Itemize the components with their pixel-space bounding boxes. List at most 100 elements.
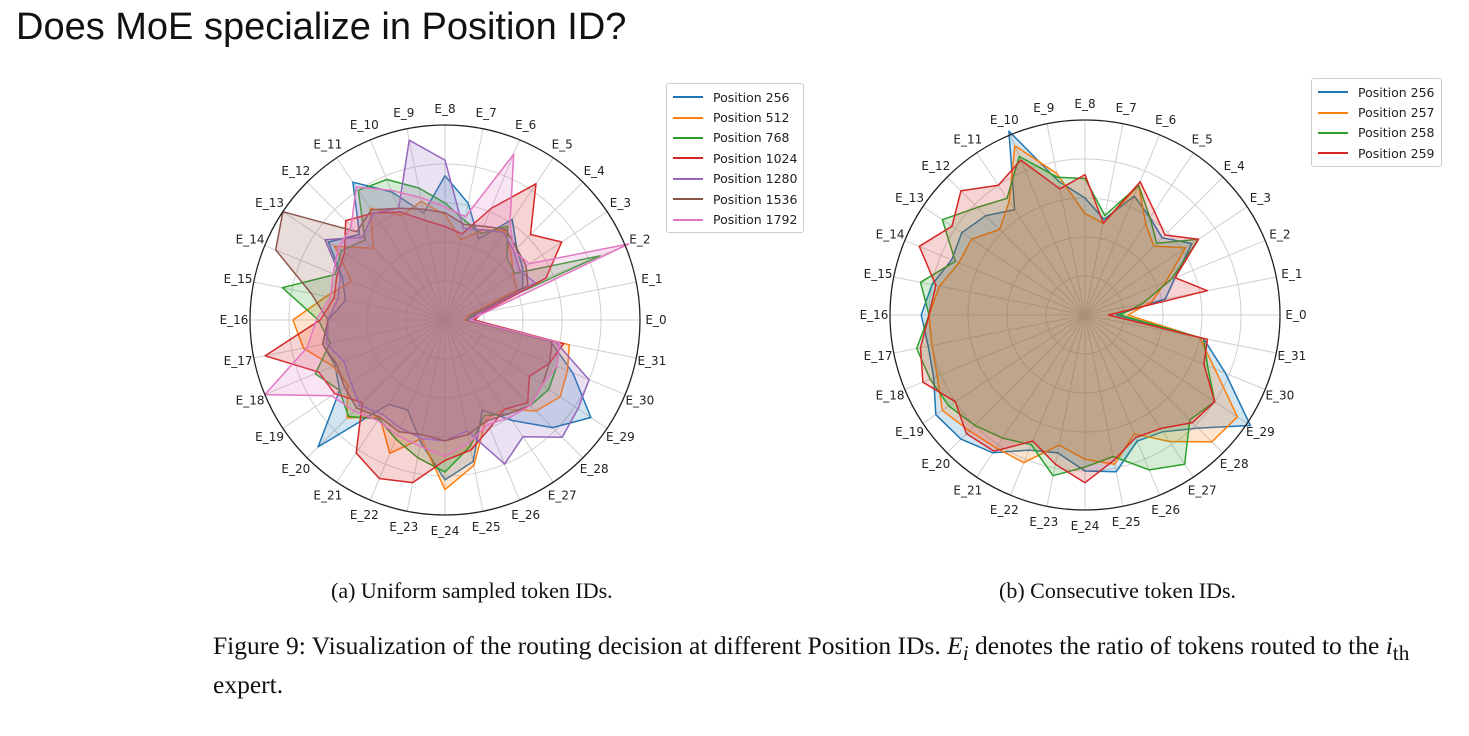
legend-label: Position 1792 (713, 212, 798, 228)
legend-label: Position 259 (1358, 145, 1435, 161)
axis-label: E_2 (1269, 227, 1290, 241)
axis-label: E_2 (629, 232, 650, 246)
legend-swatch (1318, 152, 1348, 155)
legend-item: Position 256 (673, 87, 797, 107)
grid-spoke (946, 314, 1086, 454)
grid-spoke (282, 211, 446, 321)
legend-label: Position 512 (713, 110, 790, 126)
grid-spoke (1084, 314, 1248, 424)
axis-label: E_16 (220, 313, 249, 327)
axis-label: E_22 (350, 508, 379, 522)
grid-spoke (1084, 314, 1277, 354)
axis-label: E_24 (1071, 519, 1100, 533)
grid-spoke (1084, 314, 1266, 391)
legend-swatch (673, 177, 703, 180)
legend-label: Position 768 (713, 130, 790, 146)
series-polygon-6 (274, 207, 553, 442)
legend-label: Position 258 (1358, 125, 1435, 141)
axis-label: E_17 (224, 354, 253, 368)
legend-item: Position 768 (673, 128, 797, 148)
figure-label: Figure 9: (213, 631, 306, 660)
grid-spoke (893, 276, 1086, 316)
grid-spoke (1009, 314, 1086, 496)
axis-label: E_6 (515, 118, 536, 132)
legend-swatch (673, 116, 703, 119)
grid-spoke (1084, 314, 1124, 507)
legend-label: Position 1024 (713, 150, 798, 166)
grid-spoke (369, 139, 446, 321)
grid-spoke (444, 319, 554, 483)
grid-spoke (1046, 123, 1086, 316)
legend-item: Position 512 (673, 107, 797, 127)
axis-label: E_6 (1155, 113, 1176, 127)
grid-spoke (264, 319, 446, 396)
grid-spoke (1084, 314, 1224, 454)
legend-swatch (673, 198, 703, 201)
ith-symbol: i (1386, 631, 1393, 660)
ei-subscript: i (962, 641, 969, 666)
ei-symbol: Ei (947, 631, 968, 665)
legend-item: Position 1792 (673, 209, 797, 229)
axis-label: E_10 (990, 113, 1019, 127)
grid-spoke (406, 128, 446, 321)
axis-label: E_16 (860, 308, 889, 322)
caption-text-2: denotes the ratio of tokens routed to th… (968, 631, 1386, 660)
grid-spoke (264, 244, 446, 321)
grid-spoke (253, 281, 446, 321)
radar-frame (249, 124, 641, 516)
grid-spoke (306, 181, 446, 321)
legend-item: Position 259 (1318, 143, 1435, 163)
axis-label: E_9 (1033, 101, 1054, 115)
axis-label: E_4 (1224, 159, 1245, 173)
axis-label: E_18 (236, 394, 265, 408)
axis-label: E_29 (606, 430, 635, 444)
series-polygon-4 (264, 183, 565, 484)
axis-label: E_17 (864, 349, 893, 363)
axis-label: E_30 (1265, 389, 1294, 403)
grid-spoke (1084, 314, 1161, 496)
axis-label: E_13 (255, 196, 284, 210)
axis-label: E_26 (1151, 503, 1180, 517)
grid-spoke (1009, 134, 1086, 316)
legend-swatch (673, 96, 703, 99)
grid-spoke (946, 176, 1086, 316)
legend-swatch (1318, 91, 1348, 94)
grid-spoke (976, 314, 1086, 478)
legend-label: Position 1280 (713, 171, 798, 187)
radar-chart-a: E_0E_1E_2E_3E_4E_5E_6E_7E_8E_9E_10E_11E_… (220, 102, 667, 538)
grid-spoke (406, 319, 446, 512)
axis-label: E_5 (1192, 133, 1213, 147)
grid-spoke (1084, 206, 1248, 316)
grid-spoke (444, 319, 626, 396)
legend-swatch (1318, 131, 1348, 134)
axis-label: E_29 (1246, 425, 1275, 439)
axis-label: E_21 (953, 483, 982, 497)
axis-label: E_21 (313, 488, 342, 502)
axis-label: E_12 (281, 164, 310, 178)
legend-item: Position 257 (1318, 102, 1435, 122)
grid-spoke (253, 319, 446, 359)
caption-text-1: Visualization of the routing decision at… (305, 631, 948, 660)
grid-spoke (336, 319, 446, 483)
legend-a: Position 256 Position 512 Position 768 Posi… (666, 83, 805, 233)
legend-item: Position 256 (1318, 82, 1435, 102)
axis-label: E_15 (224, 272, 253, 286)
axis-label: E_27 (548, 488, 577, 502)
grid-spoke (444, 319, 608, 429)
ith-subscript: th (1392, 641, 1410, 666)
grid-spoke (1084, 152, 1194, 316)
axis-label: E_23 (1029, 515, 1058, 529)
axis-label: E_4 (584, 164, 605, 178)
axis-label: E_7 (1116, 101, 1137, 115)
legend-b: Position 256 Position 257 Position 258 Posi… (1311, 78, 1442, 167)
axis-label: E_11 (953, 133, 982, 147)
legend-swatch (673, 157, 703, 160)
caption-text-3: expert. (213, 670, 284, 700)
axis-label: E_14 (876, 227, 905, 241)
subcaption-b: (b) Consecutive token IDs. (999, 578, 1237, 603)
axis-label: E_10 (350, 118, 379, 132)
ith-base: i (1385, 631, 1393, 660)
axis-label: E_13 (895, 191, 924, 205)
axis-label: E_3 (1250, 191, 1271, 205)
series-polygon-4 (918, 159, 1216, 484)
